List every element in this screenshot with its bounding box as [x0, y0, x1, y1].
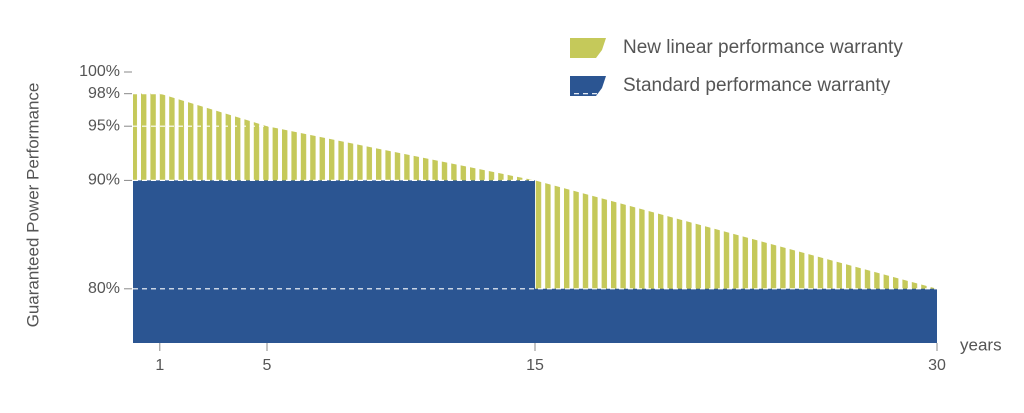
y-tick-label: 90%	[88, 172, 120, 189]
x-tick-label: 30	[928, 357, 946, 374]
x-axis-label: years	[960, 335, 1002, 354]
y-axis-label: Guaranteed Power Performance	[23, 83, 42, 328]
legend-label: Standard performance warranty	[623, 75, 891, 96]
legend-swatch	[570, 76, 606, 96]
y-tick-label: 95%	[88, 117, 120, 134]
legend-swatch	[570, 38, 606, 58]
x-tick-label: 1	[155, 357, 164, 374]
x-tick-label: 5	[263, 357, 272, 374]
legend-label: New linear performance warranty	[623, 37, 903, 58]
y-tick-label: 98%	[88, 85, 120, 102]
y-tick-label: 80%	[88, 280, 120, 297]
y-tick-label: 100%	[79, 63, 120, 80]
x-tick-label: 15	[526, 357, 544, 374]
series-area	[133, 180, 937, 343]
